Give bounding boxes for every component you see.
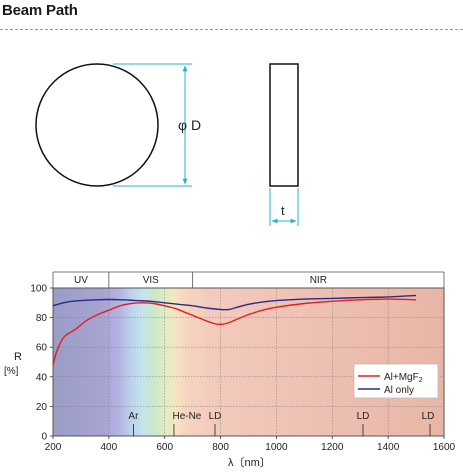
y-tick-label: 40 <box>36 372 48 383</box>
laser-label-ld: LD <box>357 411 370 422</box>
y-tick-label: 60 <box>36 343 48 354</box>
y-tick-label: 20 <box>36 402 48 413</box>
thickness-label: t <box>281 203 285 218</box>
x-axis-label: λ〔nm〕 <box>228 456 271 469</box>
series-line-al-mgf2 <box>52 298 417 366</box>
section-title: Beam Path <box>2 2 78 19</box>
laser-label-ld: LD <box>422 411 435 422</box>
legend-label-al-mgf2: Al+MgF2 <box>384 372 423 384</box>
region-label-vis: VIS <box>143 275 159 286</box>
mirror-side-rect <box>269 63 299 187</box>
y-axis-label: R <box>14 351 22 363</box>
diameter-label: φ D <box>178 117 201 133</box>
mirror-front-circle <box>35 63 159 187</box>
laser-label-ld: LD <box>209 411 222 422</box>
x-tick-label: 200 <box>45 442 62 453</box>
x-tick-label: 800 <box>212 442 229 453</box>
y-axis-unit: [%] <box>4 366 19 377</box>
x-tick-label: 400 <box>101 442 118 453</box>
region-label-uv: UV <box>74 275 88 286</box>
laser-label-he-ne: He-Ne <box>172 411 201 422</box>
y-tick-label: 80 <box>36 313 48 324</box>
x-tick-label: 600 <box>156 442 173 453</box>
y-tick-label: 0 <box>41 432 47 443</box>
x-tick-label: 1600 <box>433 442 456 453</box>
legend: Al+MgF2 Al only <box>353 363 439 399</box>
x-tick-label: 1200 <box>321 442 344 453</box>
y-tick-label: 100 <box>30 284 47 295</box>
section-divider <box>0 29 463 30</box>
region-label-nir: NIR <box>310 275 327 286</box>
reflectance-chart: UV VIS NIR Ar He-Ne LD LD LD 0 20 40 60 80 100 200 4… <box>4 271 456 469</box>
legend-label-al-mgf2-main: Al+MgF <box>384 372 419 383</box>
laser-label-ar: Ar <box>128 411 139 422</box>
plot-background <box>52 287 445 437</box>
series-line-al-only <box>52 294 417 311</box>
legend-label-al-only: Al only <box>384 385 414 396</box>
x-tick-label: 1000 <box>265 442 288 453</box>
legend-box <box>353 363 439 399</box>
x-tick-label: 1400 <box>377 442 400 453</box>
legend-label-al-mgf2-sub: 2 <box>419 377 423 384</box>
